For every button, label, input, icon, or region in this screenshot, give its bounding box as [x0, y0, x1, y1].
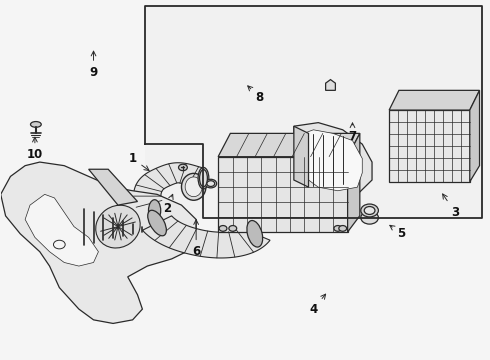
Polygon shape [294, 123, 372, 198]
Text: 1: 1 [128, 152, 149, 171]
Polygon shape [218, 134, 360, 157]
Ellipse shape [199, 170, 207, 187]
Ellipse shape [148, 200, 161, 221]
Polygon shape [304, 130, 362, 191]
Circle shape [339, 226, 346, 231]
Text: 2: 2 [163, 194, 173, 215]
Circle shape [219, 226, 227, 231]
Circle shape [334, 226, 342, 231]
Bar [145, 6, 482, 218]
Circle shape [361, 204, 378, 217]
Polygon shape [0, 162, 196, 323]
Text: 3: 3 [442, 194, 459, 219]
Circle shape [361, 211, 378, 224]
Circle shape [178, 164, 187, 171]
Text: 5: 5 [390, 225, 406, 240]
Ellipse shape [247, 221, 263, 247]
Circle shape [207, 181, 215, 186]
Text: 8: 8 [248, 86, 264, 104]
Polygon shape [133, 163, 205, 217]
Ellipse shape [185, 177, 202, 197]
Polygon shape [25, 194, 98, 266]
Text: 4: 4 [309, 294, 326, 316]
Circle shape [229, 226, 237, 231]
Circle shape [364, 207, 375, 215]
Ellipse shape [30, 122, 41, 127]
Polygon shape [294, 126, 309, 187]
Polygon shape [218, 157, 347, 232]
Polygon shape [389, 90, 480, 110]
Ellipse shape [181, 174, 206, 200]
Polygon shape [389, 110, 470, 182]
Polygon shape [89, 169, 138, 205]
Ellipse shape [96, 205, 140, 248]
Polygon shape [143, 216, 270, 258]
Text: 6: 6 [192, 220, 200, 258]
Ellipse shape [148, 210, 167, 236]
Polygon shape [326, 80, 335, 90]
Text: 10: 10 [27, 137, 43, 161]
Circle shape [205, 179, 217, 188]
Circle shape [53, 240, 65, 249]
Polygon shape [470, 90, 480, 182]
Text: 9: 9 [89, 51, 98, 79]
Polygon shape [347, 134, 360, 232]
Ellipse shape [198, 167, 209, 189]
Text: 7: 7 [348, 123, 357, 144]
